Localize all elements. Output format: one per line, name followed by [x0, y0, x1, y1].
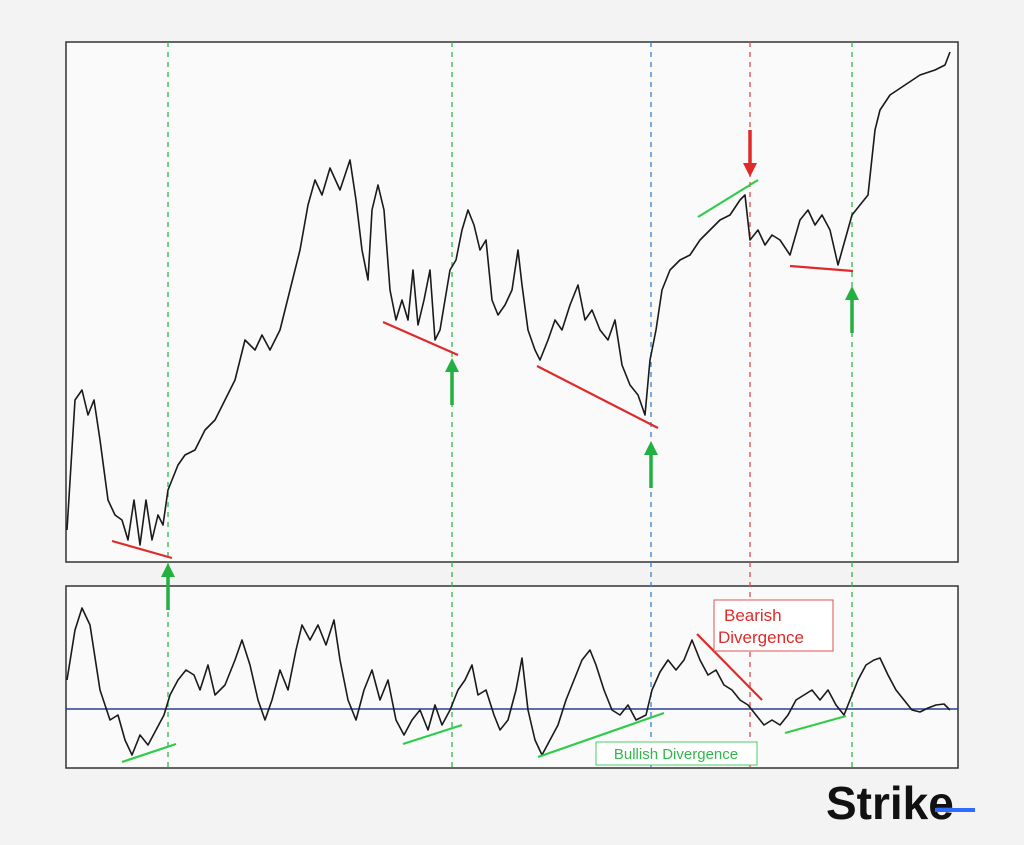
trend-line [111, 539, 173, 560]
oscillator-line [66, 607, 951, 756]
arrows [161, 130, 859, 610]
trend-line [696, 633, 763, 701]
trend-line [382, 320, 459, 357]
trend-line [784, 714, 847, 735]
trend-line [789, 264, 854, 273]
bullish-box [595, 741, 758, 766]
trend-line [402, 723, 463, 746]
bearish-label: Divergence [718, 628, 804, 647]
bullish-label: Bullish Divergence [614, 746, 738, 763]
price-panel [65, 41, 959, 563]
logo: Strike [826, 777, 954, 829]
trend-line [121, 742, 177, 764]
bearish-label: Bearish [724, 606, 782, 625]
trend-line [536, 365, 659, 429]
trend-lines [111, 179, 854, 764]
trend-line [697, 179, 759, 218]
bearish-box [713, 599, 834, 652]
trend-line [537, 711, 665, 759]
price-line [66, 51, 951, 546]
